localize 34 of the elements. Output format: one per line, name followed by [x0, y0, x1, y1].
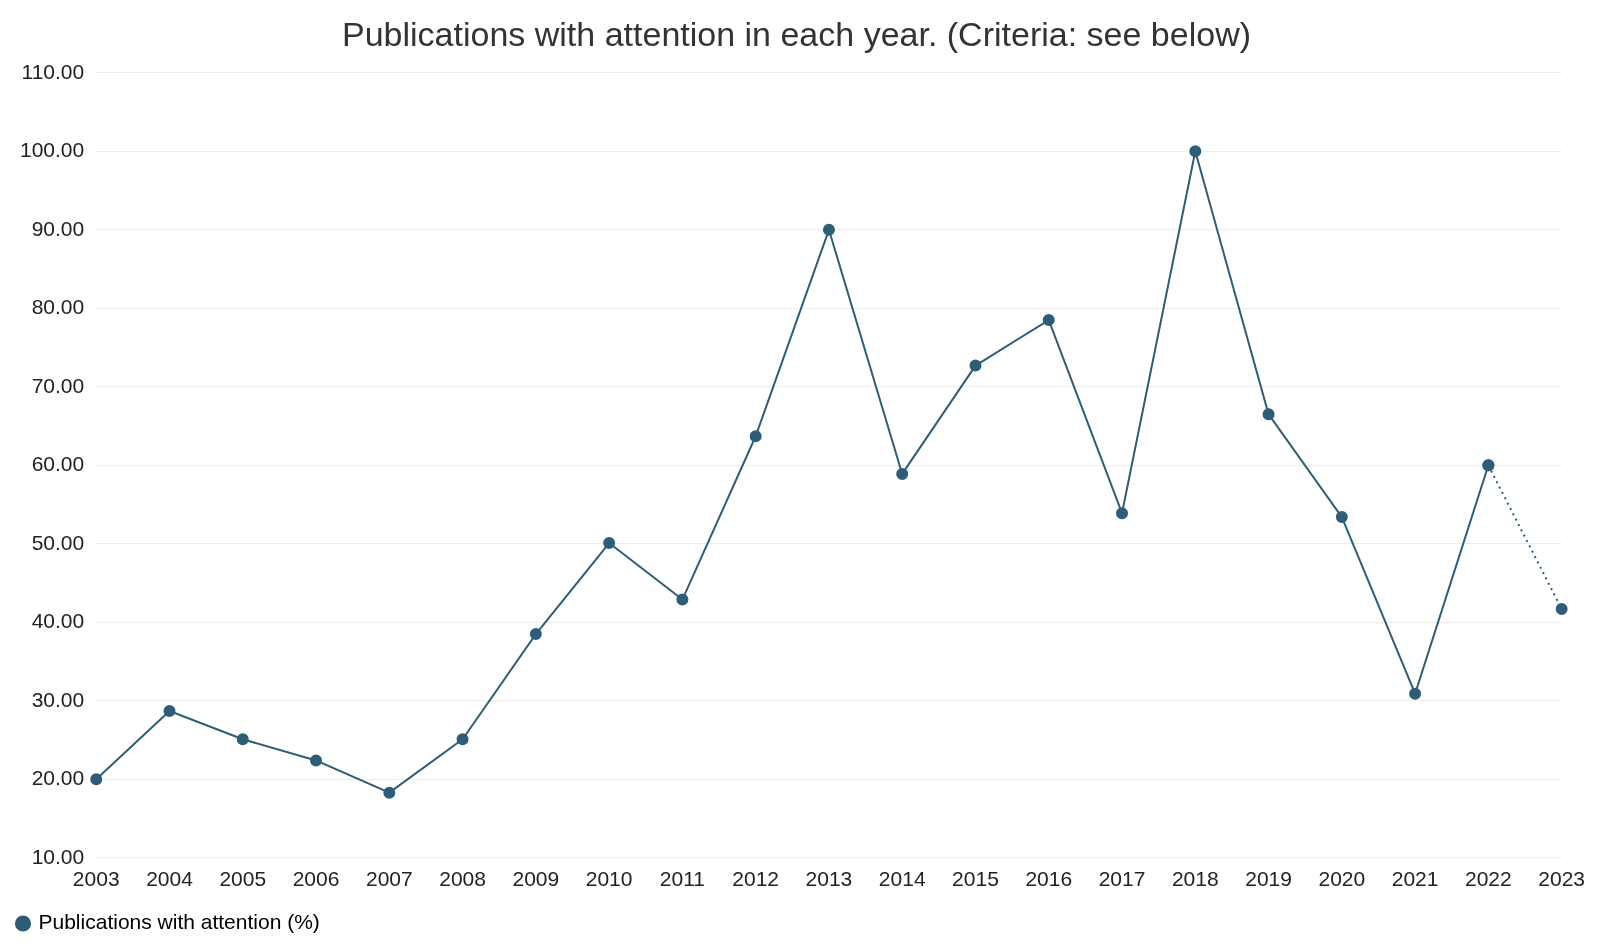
x-tick-label: 2016: [1025, 867, 1073, 891]
x-tick-label: 2009: [512, 867, 560, 891]
x-tick-label: 2013: [805, 867, 853, 891]
x-tick-label: 2020: [1318, 867, 1366, 891]
x-tick-label: 2018: [1171, 867, 1219, 891]
x-tick-label: 2022: [1465, 867, 1512, 891]
x-tick-label: 2006: [292, 867, 340, 891]
y-tick-label: 60.00: [31, 452, 85, 476]
y-tick-label: 110.00: [21, 59, 85, 83]
x-tick-label: 2017: [1098, 867, 1146, 891]
y-tick-label: 10.00: [31, 844, 85, 868]
y-tick-label: 40.00: [31, 609, 85, 633]
y-tick-label: 80.00: [31, 295, 85, 319]
x-tick-label: 2003: [72, 867, 120, 891]
x-tick-label: 2023: [1538, 867, 1585, 891]
x-tick-label: 2005: [219, 867, 267, 891]
y-tick-label: 50.00: [31, 530, 85, 554]
y-tick-label: 30.00: [31, 687, 85, 711]
x-tick-label: 2010: [585, 867, 633, 891]
x-tick-label: 2012: [732, 867, 780, 891]
y-tick-label: 90.00: [31, 216, 85, 240]
x-tick-label: 2019: [1245, 867, 1292, 891]
legend-label: Publications with attention (%): [38, 910, 320, 934]
x-tick-label: 2007: [365, 867, 413, 891]
x-tick-label: 2015: [952, 867, 999, 891]
x-tick-label: 2011: [659, 867, 705, 891]
y-tick-label: 20.00: [31, 766, 85, 790]
x-tick-label: 2008: [439, 867, 486, 891]
chart-title: Publications with attention in each year. (Criteria: see below): [341, 14, 1252, 53]
x-tick-label: 2021: [1391, 867, 1439, 891]
x-tick-label: 2004: [146, 867, 194, 891]
y-tick-label: 100.00: [20, 138, 85, 162]
y-tick-label: 70.00: [31, 373, 85, 397]
x-tick-label: 2014: [878, 867, 926, 891]
